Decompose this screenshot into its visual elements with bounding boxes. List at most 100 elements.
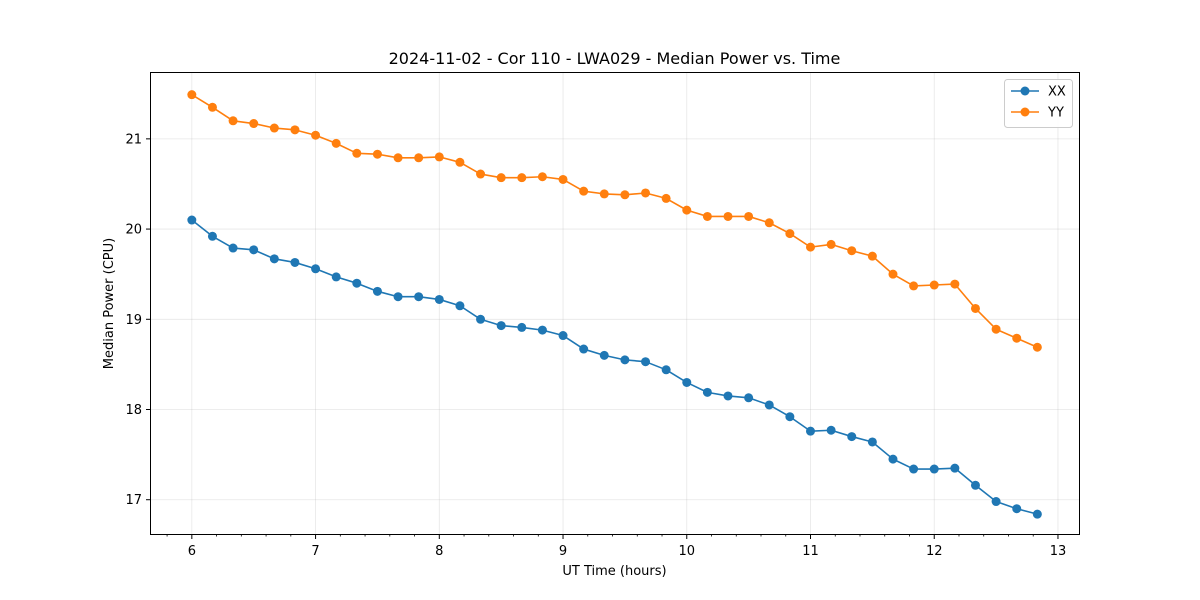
data-point-yy	[187, 90, 197, 100]
legend-item-yy: YY	[1011, 106, 1064, 121]
data-point-yy	[950, 279, 960, 289]
data-point-xx	[537, 325, 547, 335]
data-point-yy	[888, 269, 898, 279]
data-point-xx	[372, 286, 382, 296]
data-point-xx	[579, 344, 589, 354]
data-point-yy	[393, 153, 403, 163]
data-point-yy	[290, 125, 300, 135]
data-point-xx	[269, 254, 279, 264]
data-point-xx	[929, 464, 939, 474]
data-point-xx	[455, 301, 465, 311]
data-point-xx	[1012, 504, 1022, 514]
data-point-yy	[476, 169, 486, 179]
y-tick-label: 21	[125, 132, 142, 147]
data-point-xx	[207, 231, 217, 241]
data-point-xx	[867, 437, 877, 447]
x-tick-label: 9	[559, 544, 567, 559]
series-yy	[187, 90, 1042, 352]
data-point-yy	[826, 239, 836, 249]
x-tick-label: 8	[435, 544, 443, 559]
data-point-xx	[331, 272, 341, 282]
data-point-yy	[723, 211, 733, 221]
data-point-xx	[950, 463, 960, 473]
axes: 6 7 8 9 10 11 12 13 17 18 19 20 21	[125, 132, 1066, 559]
data-point-xx	[847, 432, 857, 442]
data-point-yy	[991, 324, 1001, 334]
data-point-xx	[909, 464, 919, 474]
plot-frame	[150, 72, 1080, 535]
data-point-yy	[434, 152, 444, 162]
data-point-yy	[537, 172, 547, 182]
legend-item-xx: XX	[1011, 85, 1066, 100]
data-point-yy	[867, 251, 877, 261]
series-xx	[187, 215, 1042, 519]
legend-marker	[1020, 107, 1030, 117]
y-tick-label: 18	[125, 403, 142, 418]
data-point-xx	[558, 331, 568, 341]
data-point-xx	[393, 292, 403, 302]
data-point-yy	[228, 116, 238, 126]
data-point-yy	[661, 193, 671, 203]
data-point-yy	[249, 119, 259, 129]
y-tick-label: 20	[125, 223, 142, 238]
data-point-yy	[372, 149, 382, 159]
data-point-xx	[991, 497, 1001, 507]
data-point-xx	[826, 425, 836, 435]
x-tick-label: 7	[311, 544, 319, 559]
data-point-yy	[496, 173, 506, 183]
x-tick-label: 6	[188, 544, 196, 559]
data-point-xx	[476, 314, 486, 324]
data-point-xx	[517, 322, 527, 332]
data-point-yy	[599, 189, 609, 199]
legend-label: XX	[1048, 85, 1066, 100]
data-point-xx	[228, 243, 238, 253]
data-point-xx	[187, 215, 197, 225]
chart-title: 2024-11-02 - Cor 110 - LWA029 - Median P…	[389, 49, 841, 68]
data-point-xx	[806, 426, 815, 436]
data-point-xx	[434, 294, 444, 304]
data-point-yy	[455, 157, 465, 167]
data-point-yy	[269, 123, 279, 133]
data-point-yy	[929, 280, 939, 290]
data-point-xx	[249, 245, 259, 255]
data-point-xx	[352, 278, 362, 288]
data-point-yy	[352, 148, 362, 158]
data-point-xx	[496, 321, 506, 331]
data-point-yy	[847, 246, 857, 256]
data-point-yy	[620, 190, 630, 200]
data-point-yy	[331, 138, 341, 148]
data-point-yy	[764, 218, 774, 228]
data-point-yy	[517, 173, 527, 183]
data-point-xx	[599, 350, 609, 360]
data-point-yy	[785, 229, 795, 239]
data-point-yy	[1012, 333, 1022, 343]
x-tick-label: 12	[926, 544, 943, 559]
data-point-xx	[723, 391, 733, 401]
data-point-xx	[764, 400, 774, 410]
data-point-xx	[682, 377, 692, 387]
data-point-yy	[207, 102, 217, 112]
data-point-xx	[702, 387, 712, 397]
data-point-xx	[414, 292, 424, 302]
data-point-yy	[558, 174, 568, 184]
data-point-xx	[661, 365, 671, 375]
grid-lines	[151, 73, 1079, 534]
data-point-yy	[970, 303, 980, 313]
x-axis-label: UT Time (hours)	[562, 564, 666, 579]
x-tick-label: 11	[802, 544, 819, 559]
data-point-xx	[785, 412, 795, 422]
data-point-xx	[620, 355, 630, 365]
legend-label: YY	[1047, 106, 1064, 121]
data-point-xx	[641, 357, 651, 367]
data-point-yy	[414, 153, 424, 163]
x-tick-label: 10	[678, 544, 695, 559]
data-point-xx	[744, 393, 754, 403]
data-point-yy	[909, 281, 919, 291]
data-point-xx	[888, 454, 898, 464]
legend: XX YY	[1004, 79, 1073, 128]
data-point-yy	[311, 130, 321, 140]
legend-marker	[1020, 86, 1030, 96]
y-tick-label: 19	[125, 313, 142, 328]
